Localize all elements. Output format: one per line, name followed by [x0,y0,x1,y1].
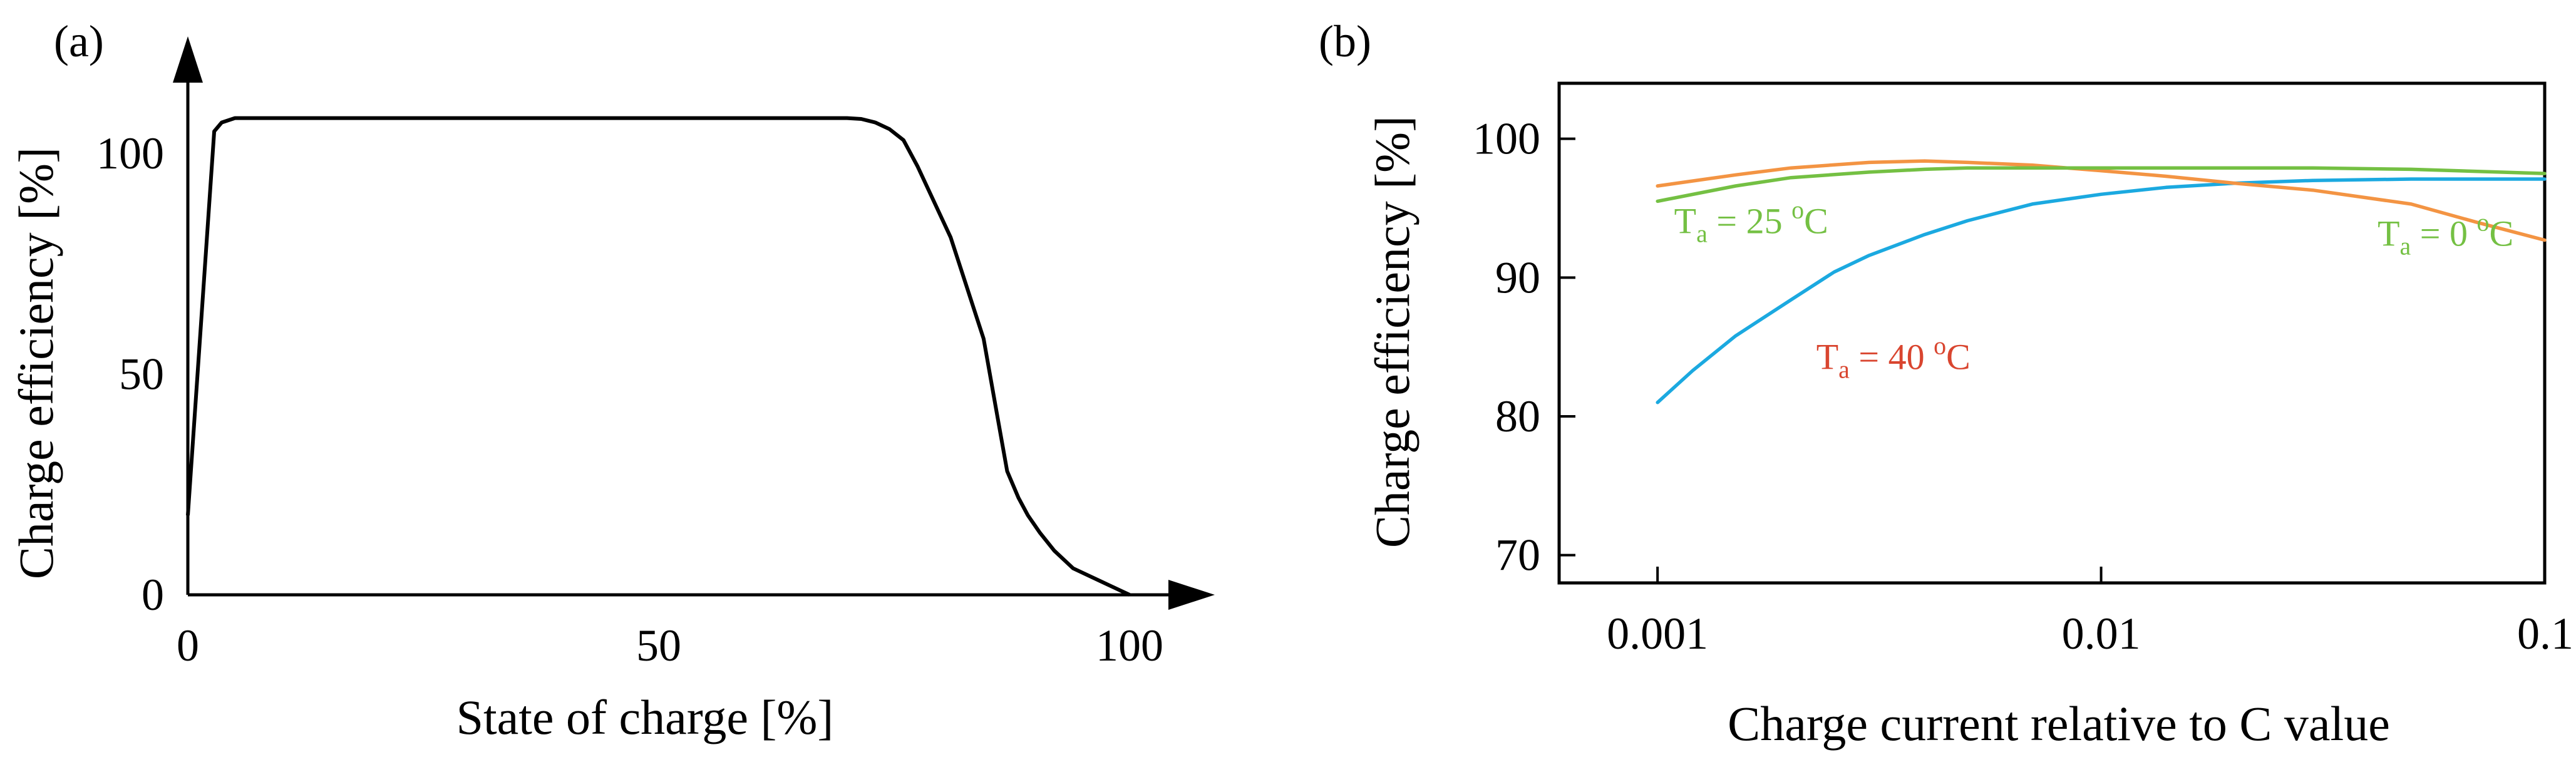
panel-b-x-tick-labels: 0.001 0.01 0.1 [1607,609,2573,659]
panel-b-label: (b) [1319,16,1371,66]
panel-b-x-ticks [1656,567,2546,583]
panel-a-label: (a) [54,16,104,66]
panel-b-annotation-ann-25: Ta = 25 oC [1674,195,1828,247]
panel-b-annotation-ann-40: Ta = 40 oC [1816,332,1971,384]
panel-a-y-tick-labels: 0 50 100 [96,128,164,620]
panel-b-y-axis-label: Charge efficiency [%] [1365,116,1419,548]
panel-a-x-axis-arrow [1168,580,1215,610]
panel-b-x-tick-label: 0.1 [2517,609,2573,659]
panel-a-x-tick-labels: 0 50 100 [177,620,1163,671]
panel-b-y-tick-label: 80 [1495,391,1540,441]
panel-b-y-tick-label: 100 [1473,114,1540,164]
panel-a-x-tick-label: 0 [177,620,199,671]
panel-a-x-tick-label: 50 [636,620,681,671]
panel-b-x-axis-label: Charge current relative to C value [1728,696,2390,751]
panel-b-y-tick-label: 70 [1495,530,1540,580]
panel-b-y-tick-labels: 70 80 90 100 [1473,114,1540,580]
panel-b-series-line [1656,177,2547,404]
panel-b-x-tick-label: 0.001 [1607,609,1708,659]
panel-b-series-line [1656,166,2547,203]
panel-b-series [1656,159,2547,404]
panel-b-annotations: Ta = 25 oC Ta = 0 oC Ta = 40 oC [1674,195,2514,383]
panel-a-efficiency-curve [186,116,1131,597]
panel-b-annotation-ann-0: Ta = 0 oC [2378,208,2513,260]
panel-a-y-axis-label: Charge efficiency [%] [9,147,63,579]
panel-b-plot-frame [1557,81,2547,585]
panel-a-y-axis-arrow [173,36,203,83]
panel-a-y-tick-label: 100 [96,128,164,178]
panel-a-x-axis-label: State of charge [%] [456,690,834,744]
panel-a-y-tick-label: 50 [119,349,164,399]
panel-a: (a) 0 50 100 0 50 100 State of charge [%] Ch… [9,16,1215,744]
panel-b-y-ticks [1559,137,1575,557]
panel-b-x-tick-label: 0.01 [2062,609,2141,659]
panel-a-y-tick-label: 0 [142,570,164,620]
panel-b-y-tick-label: 90 [1495,252,1540,302]
panel-a-x-tick-label: 100 [1096,620,1163,671]
